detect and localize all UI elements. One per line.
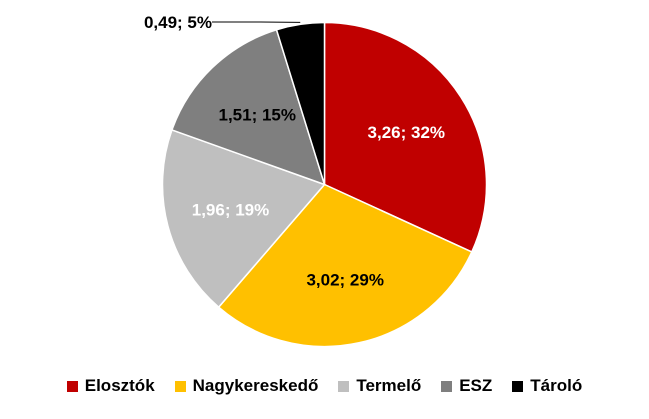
legend-swatch-esz (441, 380, 453, 392)
legend-label-tarolo: Tároló (530, 376, 583, 395)
legend-item-tarolo: Tároló (512, 376, 582, 396)
data-label-tarolo: 0,49; 5% (144, 13, 212, 32)
legend-swatch-nagykereskedo (174, 380, 186, 392)
chart-legend: Elosztók Nagykereskedő Termelő ESZ Tárol… (0, 372, 649, 400)
legend-item-elosztok: Elosztók (66, 376, 155, 396)
legend-item-nagykereskedo: Nagykereskedő (174, 376, 319, 396)
legend-swatch-elosztok (66, 380, 78, 392)
data-label-esz: 1,51; 15% (219, 105, 297, 124)
data-label-termelo: 1,96; 19% (192, 200, 270, 219)
pie-slice-nagykereskedo (217, 183, 473, 348)
legend-swatch-termelo (338, 380, 350, 392)
pie-slice-tarolo (275, 21, 326, 185)
legend-item-esz: ESZ (441, 376, 492, 396)
legend-label-termelo: Termelő (356, 376, 422, 395)
legend-swatch-tarolo (512, 380, 524, 392)
legend-item-termelo: Termelő (338, 376, 421, 396)
pie-slice-termelo (161, 128, 326, 309)
legend-label-elosztok: Elosztók (84, 376, 155, 395)
legend-label-nagykereskedo: Nagykereskedő (192, 376, 319, 395)
pie-slice-esz (171, 28, 326, 186)
data-label-elosztok: 3,26; 32% (368, 123, 446, 142)
pie-slice-elosztok (323, 21, 488, 253)
legend-label-esz: ESZ (459, 376, 493, 395)
data-label-nagykereskedo: 3,02; 29% (306, 270, 384, 289)
